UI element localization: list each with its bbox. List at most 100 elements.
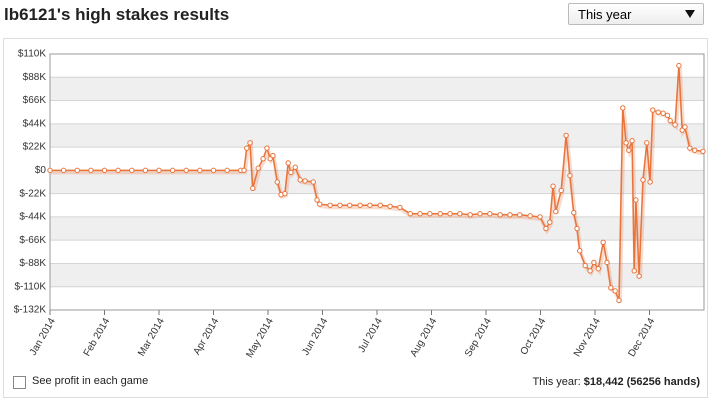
data-point bbox=[297, 177, 303, 183]
chart: $110K $88K $66K $44K $22K $0 $-22K $-44K $-66K $-… bbox=[14, 49, 706, 360]
x-tick-label: Sep 2014 bbox=[463, 316, 494, 359]
data-point bbox=[692, 147, 698, 153]
data-point bbox=[633, 197, 639, 203]
data-point bbox=[260, 156, 266, 162]
data-point bbox=[407, 211, 413, 217]
data-point bbox=[604, 259, 610, 266]
data-point bbox=[582, 262, 588, 269]
checkbox[interactable] bbox=[13, 376, 26, 389]
y-tick-label: $-44K bbox=[19, 212, 46, 223]
data-point bbox=[626, 147, 632, 153]
data-point bbox=[183, 167, 189, 174]
data-point bbox=[567, 172, 573, 179]
data-point bbox=[74, 167, 80, 174]
x-tick-label: Apr 2014 bbox=[192, 316, 222, 357]
data-point bbox=[517, 212, 523, 218]
data-point bbox=[477, 211, 483, 217]
y-tick-label: $0 bbox=[35, 165, 47, 176]
data-point bbox=[571, 209, 577, 216]
data-point bbox=[288, 169, 294, 176]
data-point bbox=[397, 204, 403, 211]
data-point bbox=[672, 122, 678, 128]
y-tick-label: $66K bbox=[23, 95, 47, 106]
data-point bbox=[417, 211, 423, 217]
data-point bbox=[608, 285, 614, 291]
grid-band bbox=[50, 170, 704, 194]
data-point bbox=[250, 185, 256, 192]
grid-band bbox=[50, 123, 704, 148]
x-tick-label: May 2014 bbox=[244, 316, 276, 360]
data-point bbox=[347, 202, 353, 208]
x-tick-label: Jul 2014 bbox=[356, 316, 385, 355]
grid-band bbox=[50, 216, 704, 241]
summary-hands: (56256 hands) bbox=[626, 376, 700, 388]
grid-band bbox=[50, 263, 704, 287]
data-point bbox=[169, 167, 176, 174]
data-point bbox=[591, 259, 597, 266]
data-point bbox=[255, 165, 261, 171]
data-point bbox=[337, 202, 343, 208]
x-tick-label: Mar 2014 bbox=[136, 316, 167, 358]
summary: This year: $18,442 (56256 hands) bbox=[532, 376, 700, 388]
data-point bbox=[558, 187, 564, 194]
data-point bbox=[285, 160, 291, 166]
data-point bbox=[507, 212, 513, 218]
y-tick-label: $-22K bbox=[19, 188, 46, 199]
data-point bbox=[310, 179, 316, 185]
y-tick-label: $88K bbox=[23, 72, 47, 83]
data-point bbox=[577, 248, 583, 254]
data-point bbox=[647, 179, 653, 185]
data-point bbox=[660, 110, 666, 116]
data-point bbox=[156, 167, 162, 174]
data-point bbox=[623, 140, 629, 146]
period-dropdown[interactable]: This year bbox=[568, 3, 704, 25]
data-point bbox=[447, 211, 453, 217]
y-tick-label: $44K bbox=[23, 118, 47, 129]
data-point bbox=[302, 178, 308, 184]
data-point bbox=[129, 167, 135, 174]
data-point bbox=[636, 273, 642, 279]
y-tick-label: $-88K bbox=[19, 258, 46, 269]
data-point bbox=[142, 167, 149, 174]
data-point bbox=[314, 197, 320, 203]
x-tick-label: Dec 2014 bbox=[626, 316, 657, 359]
data-point bbox=[644, 140, 650, 146]
data-point bbox=[241, 167, 247, 174]
data-point bbox=[537, 214, 543, 220]
data-point bbox=[437, 211, 443, 217]
data-point bbox=[197, 167, 203, 174]
data-point bbox=[210, 167, 217, 174]
data-point bbox=[88, 167, 94, 174]
data-point bbox=[595, 266, 601, 272]
data-point bbox=[264, 145, 270, 151]
x-tick-label: Aug 2014 bbox=[408, 316, 439, 359]
y-tick-label: $110K bbox=[18, 49, 47, 60]
x-tick-label: Oct 2014 bbox=[519, 316, 549, 357]
data-point bbox=[612, 288, 618, 294]
data-point bbox=[457, 211, 463, 217]
data-point bbox=[244, 145, 250, 151]
data-point bbox=[270, 152, 276, 159]
data-point bbox=[616, 297, 622, 304]
data-point bbox=[387, 203, 393, 210]
data-point bbox=[101, 167, 108, 174]
data-point bbox=[47, 167, 53, 174]
y-tick-label: $-132K bbox=[14, 305, 47, 316]
data-point bbox=[487, 211, 493, 217]
page-title: lb6121's high stakes results bbox=[4, 5, 230, 24]
data-point bbox=[676, 62, 682, 69]
data-point bbox=[700, 148, 706, 155]
x-tick-label: Jan 2014 bbox=[28, 316, 58, 358]
checkbox-label[interactable]: See profit in each game bbox=[32, 375, 149, 387]
data-point bbox=[629, 138, 635, 144]
data-point bbox=[357, 202, 363, 208]
data-point bbox=[550, 183, 556, 189]
summary-profit: $18,442 bbox=[583, 376, 624, 388]
dropdown-value: This year bbox=[578, 7, 632, 22]
data-point bbox=[600, 239, 606, 245]
data-point bbox=[563, 132, 569, 139]
data-point bbox=[655, 109, 661, 115]
data-point bbox=[327, 202, 333, 208]
data-point bbox=[687, 145, 693, 151]
